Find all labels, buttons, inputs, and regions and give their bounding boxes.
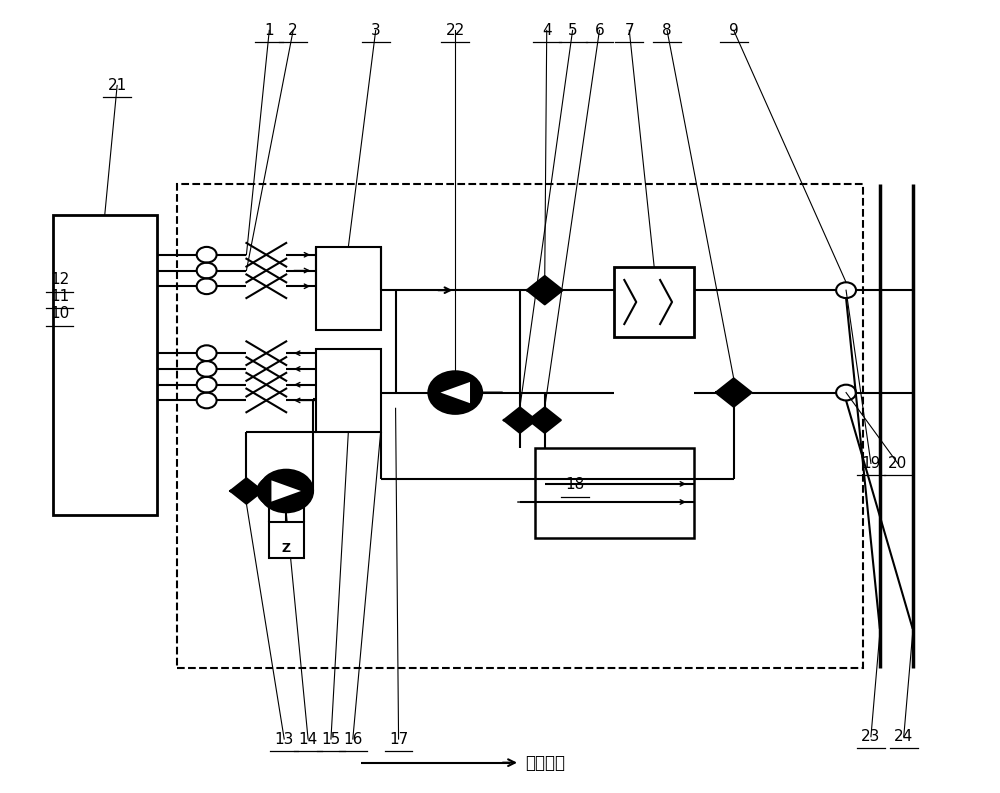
Text: 20: 20 xyxy=(888,456,907,471)
Polygon shape xyxy=(230,478,263,504)
Bar xyxy=(316,349,381,432)
Circle shape xyxy=(259,469,313,512)
Text: 7: 7 xyxy=(624,23,634,38)
Bar xyxy=(535,448,694,538)
Text: M: M xyxy=(272,486,281,496)
Polygon shape xyxy=(271,481,301,502)
Text: 8: 8 xyxy=(662,23,672,38)
Text: 4: 4 xyxy=(542,23,552,38)
Text: 16: 16 xyxy=(343,731,363,746)
Text: 24: 24 xyxy=(894,730,913,744)
Polygon shape xyxy=(440,382,470,403)
Polygon shape xyxy=(527,276,563,305)
Bar xyxy=(316,247,381,330)
Text: 3: 3 xyxy=(371,23,381,38)
Text: 18: 18 xyxy=(565,477,584,492)
Text: Z: Z xyxy=(282,542,291,554)
Circle shape xyxy=(428,371,482,414)
Bar xyxy=(177,184,863,668)
Text: 21: 21 xyxy=(108,78,127,93)
Text: 15: 15 xyxy=(321,731,341,746)
Bar xyxy=(269,523,304,558)
Polygon shape xyxy=(504,408,536,433)
Text: 13: 13 xyxy=(275,731,294,746)
Text: 10: 10 xyxy=(50,306,69,321)
Text: 2: 2 xyxy=(288,23,298,38)
Text: 11: 11 xyxy=(50,289,69,304)
Text: 12: 12 xyxy=(50,273,69,287)
Text: 22: 22 xyxy=(446,23,465,38)
Text: 1: 1 xyxy=(264,23,274,38)
Polygon shape xyxy=(529,408,561,433)
Bar xyxy=(614,266,694,338)
Text: 19: 19 xyxy=(861,456,881,471)
Bar xyxy=(53,216,157,515)
Text: 9: 9 xyxy=(729,23,739,38)
Text: 23: 23 xyxy=(861,730,881,744)
Text: 14: 14 xyxy=(298,731,318,746)
Text: 流动方向: 流动方向 xyxy=(525,753,565,772)
Polygon shape xyxy=(716,378,752,407)
Text: 5: 5 xyxy=(568,23,577,38)
Text: 6: 6 xyxy=(595,23,604,38)
Text: 17: 17 xyxy=(389,731,408,746)
